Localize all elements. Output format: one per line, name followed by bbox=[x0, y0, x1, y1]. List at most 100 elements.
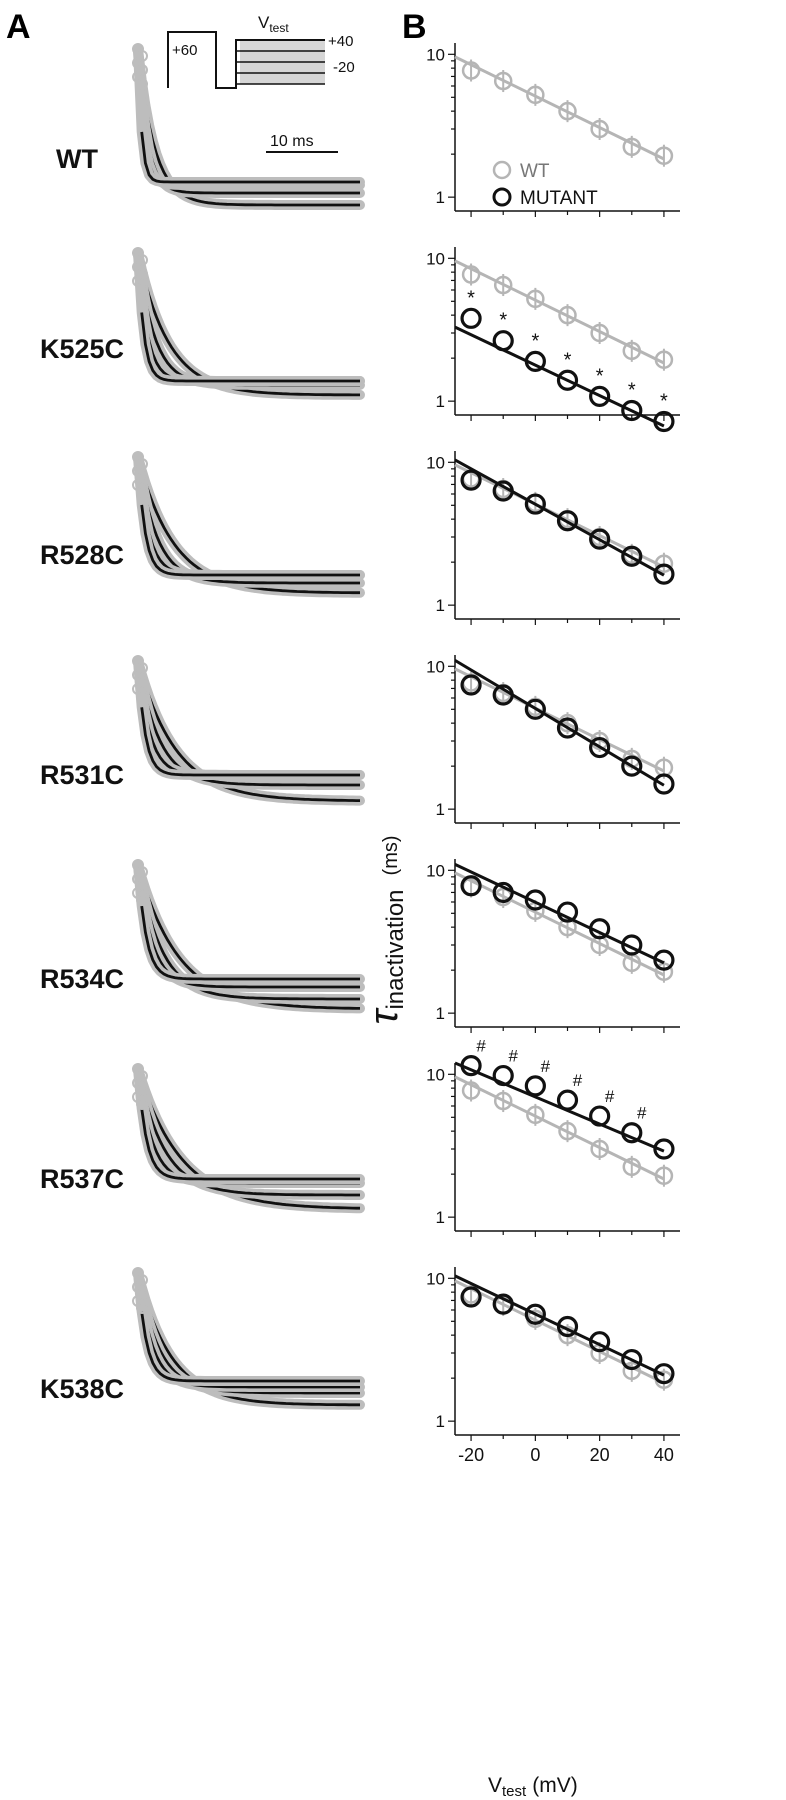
x-tick-label: 20 bbox=[590, 1445, 610, 1465]
y-axis-label: τinactivation (ms) bbox=[362, 835, 409, 1024]
legend-wt-label: WT bbox=[520, 161, 550, 182]
significance-marker: # bbox=[476, 1037, 486, 1056]
mutant-point bbox=[589, 528, 611, 550]
significance-marker: * bbox=[628, 380, 636, 402]
x-tick-label: -20 bbox=[458, 1445, 484, 1465]
y-tick-label: 10 bbox=[426, 1065, 445, 1084]
protocol-vtest-main: V bbox=[258, 13, 270, 32]
mutant-name-label: WT bbox=[56, 144, 98, 174]
significance-marker: * bbox=[564, 349, 572, 371]
mutant-point bbox=[589, 1331, 611, 1353]
significance-marker: * bbox=[467, 287, 475, 309]
x-axis-label: Vtest (mV) bbox=[488, 1774, 578, 1800]
tau-plot-r537c: 1 10 # # # # # # bbox=[426, 1037, 680, 1237]
exponential-fit-trace bbox=[140, 112, 360, 187]
mutant-point bbox=[621, 1348, 643, 1371]
legend: WT MUTANT bbox=[492, 160, 598, 209]
wt-point bbox=[461, 265, 481, 284]
mutant-point bbox=[460, 1286, 482, 1308]
tau-plot-k525c: 1 10 * * * * * * * bbox=[426, 247, 680, 433]
wt-point bbox=[590, 1139, 609, 1159]
mutant-point bbox=[524, 889, 546, 911]
wt-point bbox=[558, 1325, 577, 1345]
mutant-point bbox=[556, 1089, 579, 1111]
raw-sample-point bbox=[136, 1302, 148, 1314]
mutant-point bbox=[556, 510, 579, 532]
wt-point bbox=[654, 350, 674, 369]
significance-marker: # bbox=[541, 1057, 551, 1076]
wt-point bbox=[590, 119, 609, 139]
protocol-prepulse-label: +60 bbox=[172, 42, 197, 59]
wt-point bbox=[654, 146, 674, 165]
exponential-fit-trace bbox=[140, 504, 360, 577]
mutant-point bbox=[524, 698, 546, 720]
significance-marker: * bbox=[499, 310, 507, 332]
mutant-point bbox=[524, 1075, 546, 1097]
y-tick-label: 10 bbox=[426, 45, 445, 64]
mutant-name-label: K525C bbox=[40, 334, 124, 364]
mutant-point bbox=[524, 350, 546, 372]
wt-point bbox=[526, 85, 545, 105]
traces-r534c: R534C bbox=[40, 859, 365, 1014]
y-axis-label-unit: (ms) bbox=[380, 835, 402, 875]
wt-point bbox=[654, 554, 674, 573]
wt-point bbox=[622, 1361, 642, 1381]
mutant-point bbox=[524, 1303, 546, 1325]
mutant-point bbox=[653, 410, 675, 433]
protocol-vtest-sub: test bbox=[269, 21, 289, 35]
exponential-fit-trace bbox=[140, 1311, 360, 1383]
panel-label-b: B bbox=[402, 8, 427, 46]
significance-marker: * bbox=[660, 391, 668, 413]
wt-point bbox=[654, 1166, 674, 1185]
raw-sample-point bbox=[136, 78, 148, 90]
wt-point bbox=[558, 305, 577, 325]
significance-marker: # bbox=[508, 1047, 518, 1066]
mutant-point bbox=[492, 330, 514, 352]
wt-point bbox=[461, 61, 481, 80]
mutant-point bbox=[621, 399, 643, 422]
voltage-protocol: +60 Vtest +40 -20 bbox=[167, 13, 355, 89]
y-tick-label: 1 bbox=[436, 800, 445, 819]
wt-point bbox=[622, 341, 642, 361]
mutant-point bbox=[653, 1363, 675, 1385]
protocol-trace bbox=[167, 31, 325, 89]
mutant-point bbox=[460, 674, 482, 696]
mutant-name-label: R531C bbox=[40, 760, 124, 790]
wt-point bbox=[590, 323, 609, 343]
significance-marker: * bbox=[596, 365, 604, 387]
wt-point bbox=[654, 962, 674, 981]
mutant-point bbox=[492, 1293, 514, 1315]
wt-point bbox=[558, 917, 577, 937]
exponential-fit-trace bbox=[140, 673, 360, 802]
raw-sample-point bbox=[136, 282, 148, 294]
protocol-vtest-label: Vtest bbox=[258, 13, 289, 35]
mutant-name-label: K538C bbox=[40, 1374, 124, 1404]
traces-r537c: R537C bbox=[40, 1063, 365, 1214]
mutant-point bbox=[556, 717, 579, 739]
tau-plot-wt: 1 10 bbox=[426, 43, 680, 217]
wt-point bbox=[622, 1157, 642, 1177]
wt-point bbox=[622, 137, 642, 157]
mutant-fit-line bbox=[454, 1061, 665, 1153]
mutant-name-label: R528C bbox=[40, 540, 124, 570]
wt-point bbox=[526, 289, 545, 309]
raw-current-trace bbox=[133, 1268, 365, 1392]
mutant-point bbox=[589, 918, 611, 940]
mutant-point bbox=[621, 934, 643, 956]
mutant-name-label: R534C bbox=[40, 964, 124, 994]
wt-point bbox=[461, 1081, 481, 1100]
mutant-point bbox=[621, 1122, 643, 1144]
y-tick-label: 1 bbox=[436, 596, 445, 615]
tau-plot-r531c: 1 10 bbox=[426, 655, 680, 829]
mutant-point bbox=[653, 1138, 675, 1160]
tau-plot-r528c: 1 10 bbox=[426, 451, 680, 625]
protocol-vmax-label: +40 bbox=[328, 33, 353, 50]
exponential-fit-trace bbox=[140, 1085, 360, 1197]
y-tick-label: 10 bbox=[426, 453, 445, 472]
x-axis-label-unit: (mV) bbox=[532, 1774, 578, 1797]
mutant-point bbox=[492, 684, 514, 706]
wt-point bbox=[526, 1105, 545, 1125]
scalebar-label: 10 ms bbox=[270, 133, 314, 150]
traces-r528c: R528C bbox=[40, 451, 365, 598]
